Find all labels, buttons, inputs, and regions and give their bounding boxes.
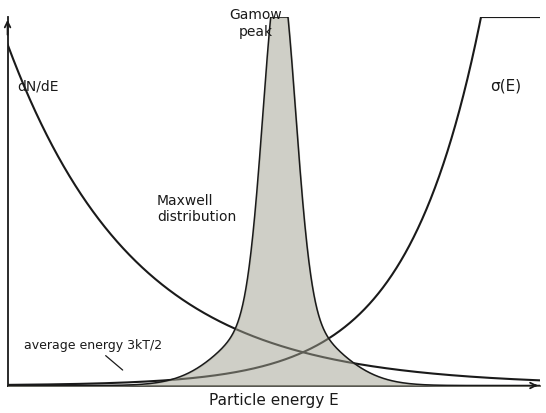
Text: σ(E): σ(E): [490, 78, 521, 94]
X-axis label: Particle energy E: Particle energy E: [209, 392, 339, 408]
Text: Gamow
peak: Gamow peak: [229, 8, 282, 38]
Text: average energy 3kT/2: average energy 3kT/2: [23, 338, 162, 370]
Text: Maxwell
distribution: Maxwell distribution: [157, 194, 236, 224]
Text: dN/dE: dN/dE: [17, 79, 58, 93]
